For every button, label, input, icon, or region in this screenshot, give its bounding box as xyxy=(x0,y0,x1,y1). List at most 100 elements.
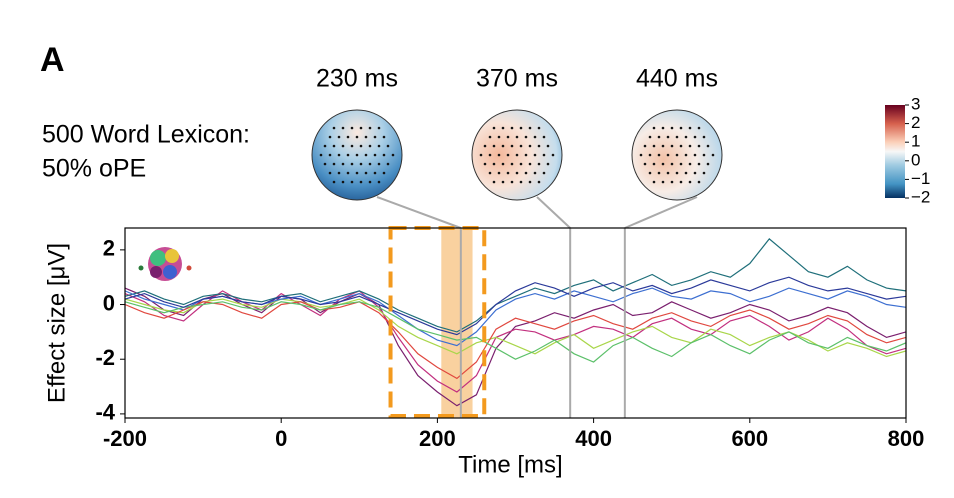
series-line xyxy=(125,276,906,336)
electrode xyxy=(332,162,336,166)
electrode xyxy=(323,144,327,148)
electrode xyxy=(693,135,697,139)
electrode xyxy=(675,153,679,157)
electrode xyxy=(688,180,692,184)
electrode xyxy=(386,162,390,166)
electrode xyxy=(368,144,372,148)
electrode xyxy=(332,180,336,184)
electrode xyxy=(652,162,656,166)
electrode xyxy=(648,135,652,139)
colorbar-tick-label: 2 xyxy=(911,113,920,132)
electrode xyxy=(666,153,670,157)
electrodes xyxy=(319,126,715,184)
electrode xyxy=(684,171,688,175)
electrode xyxy=(679,180,683,184)
electrode xyxy=(652,126,656,130)
electrode xyxy=(515,153,519,157)
y-axis-label: Effect size [μV] xyxy=(43,243,70,403)
electrode xyxy=(697,126,701,130)
electrode xyxy=(688,144,692,148)
topomap-label: 230 ms xyxy=(316,65,398,93)
electrode xyxy=(519,144,523,148)
topomap-label: 440 ms xyxy=(636,65,718,93)
electrode xyxy=(657,171,661,175)
electrode xyxy=(355,171,359,175)
electrode xyxy=(688,126,692,130)
electrode xyxy=(661,144,665,148)
electrode xyxy=(702,153,706,157)
electrode xyxy=(528,144,532,148)
electrode xyxy=(350,180,354,184)
electrode xyxy=(524,153,528,157)
electrode xyxy=(479,153,483,157)
electrode xyxy=(537,126,541,130)
electrode xyxy=(670,162,674,166)
electrode xyxy=(328,135,332,139)
y-tick-label: 2 xyxy=(103,236,115,261)
electrode xyxy=(355,153,359,157)
electrode xyxy=(359,162,363,166)
electrode xyxy=(350,144,354,148)
electrode xyxy=(391,153,395,157)
connector xyxy=(624,196,698,229)
electrode xyxy=(515,135,519,139)
electrode xyxy=(501,126,505,130)
y-tick-label: -2 xyxy=(95,345,115,370)
electrode xyxy=(483,144,487,148)
electrode xyxy=(332,144,336,148)
electrode xyxy=(542,153,546,157)
colorbar-tick-label: 1 xyxy=(911,132,920,151)
electrode xyxy=(350,126,354,130)
electrode xyxy=(697,162,701,166)
x-tick-label: 0 xyxy=(275,426,287,451)
electrode xyxy=(537,144,541,148)
electrode xyxy=(364,171,368,175)
electrode xyxy=(501,162,505,166)
electrode xyxy=(528,180,532,184)
electrode xyxy=(501,180,505,184)
electrode xyxy=(359,126,363,130)
electrode xyxy=(332,126,336,130)
electrode xyxy=(346,153,350,157)
electrode xyxy=(510,126,514,130)
electrode xyxy=(382,171,386,175)
electrode xyxy=(506,153,510,157)
plot-frame xyxy=(124,227,907,419)
electrode xyxy=(688,162,692,166)
electrode xyxy=(533,135,537,139)
electrode xyxy=(341,144,345,148)
electrode xyxy=(492,144,496,148)
series-line xyxy=(125,301,906,380)
electrode xyxy=(483,162,487,166)
electrode xyxy=(711,153,715,157)
electrode xyxy=(537,162,541,166)
series-line xyxy=(125,287,906,407)
electrode xyxy=(697,144,701,148)
electrode xyxy=(542,135,546,139)
electrode xyxy=(341,126,345,130)
electrode xyxy=(506,171,510,175)
electrode xyxy=(506,135,510,139)
colorbar-tick-label: 3 xyxy=(911,94,920,113)
electrode xyxy=(648,153,652,157)
electrode xyxy=(382,135,386,139)
electrode xyxy=(346,135,350,139)
connector xyxy=(376,196,462,229)
electrode xyxy=(368,162,372,166)
electrode xyxy=(364,153,368,157)
electrode xyxy=(337,135,341,139)
electrode xyxy=(328,171,332,175)
electrode xyxy=(684,135,688,139)
connector xyxy=(536,196,571,229)
electrode xyxy=(355,135,359,139)
subtitle: 500 Word Lexicon: xyxy=(42,121,250,149)
electrode xyxy=(679,162,683,166)
electrode xyxy=(670,144,674,148)
subtitle: 50% oPE xyxy=(42,155,146,183)
electrode xyxy=(359,144,363,148)
electrode xyxy=(515,171,519,175)
electrode xyxy=(679,144,683,148)
electrode xyxy=(551,153,555,157)
electrode xyxy=(364,135,368,139)
electrode xyxy=(488,171,492,175)
